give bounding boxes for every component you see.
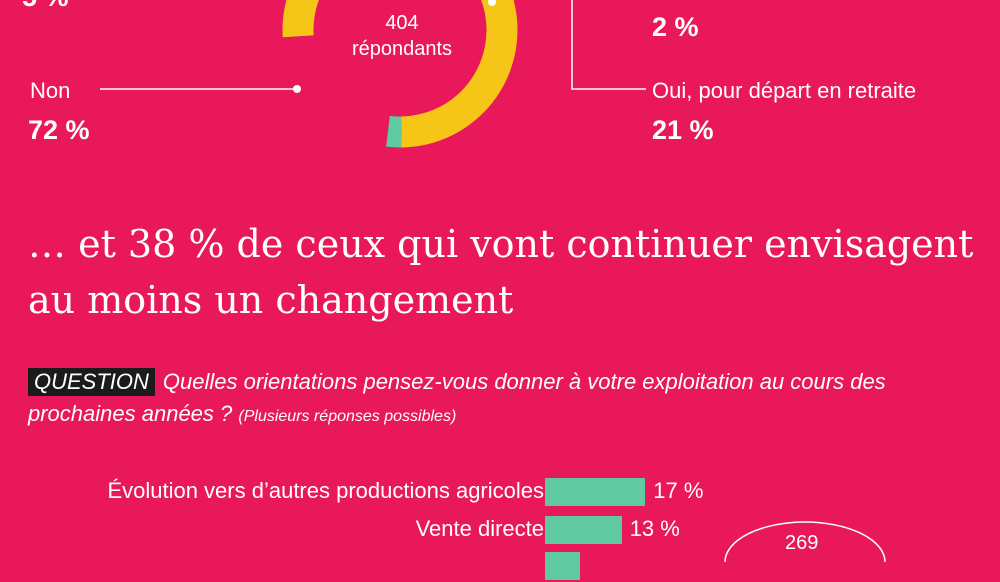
bar [545, 516, 622, 544]
slice-label-retraite: Oui, pour départ en retraite [652, 78, 917, 103]
leader-dot-small [488, 0, 496, 6]
top-cut-pct: 5 % [22, 0, 69, 13]
leader-line-retraite [571, 0, 646, 90]
headline: … et 38 % de ceux qui vont continuer env… [28, 222, 974, 322]
question-text: Quelles orientations pensez-vous donner … [28, 369, 886, 426]
respondent-count: 404 [385, 12, 419, 34]
question-block: QUESTION Quelles orientations pensez-vous… [28, 366, 988, 433]
count-badge-outline [724, 521, 886, 562]
slice-label-non: Non [30, 78, 71, 103]
bar-label: Vente directe [415, 516, 544, 541]
bar [545, 478, 646, 506]
count-badge: 269 [785, 532, 819, 554]
bar-label: Évolution vers d’autres productions agri… [107, 478, 544, 503]
bar-row [0, 552, 1000, 582]
donut-chart [100, 0, 886, 562]
donut-slice-1 [282, 34, 391, 147]
question-tag: QUESTION [28, 368, 155, 396]
bar [545, 552, 581, 580]
slice-value-non: 72 % [28, 115, 90, 145]
respondent-word: répondants [351, 38, 453, 60]
slice-value-retraite: 21 % [652, 115, 714, 145]
bar-row: Vente directe 13 % [0, 516, 1000, 546]
leader-dot-non [293, 85, 301, 93]
bar-row: Évolution vers d’autres productions agri… [0, 478, 1000, 508]
donut-group [282, 0, 518, 148]
bar-value-label: 17 % [653, 478, 704, 503]
donut-slice-2 [386, 115, 402, 148]
bar-value-label: 13 % [629, 516, 680, 541]
slice-value-small: 2 % [652, 12, 699, 42]
question-note: (Plusieurs réponses possibles) [238, 408, 457, 425]
donut-center-label: 404 répondants [327, 10, 477, 62]
donut-slice-0 [282, 0, 518, 148]
